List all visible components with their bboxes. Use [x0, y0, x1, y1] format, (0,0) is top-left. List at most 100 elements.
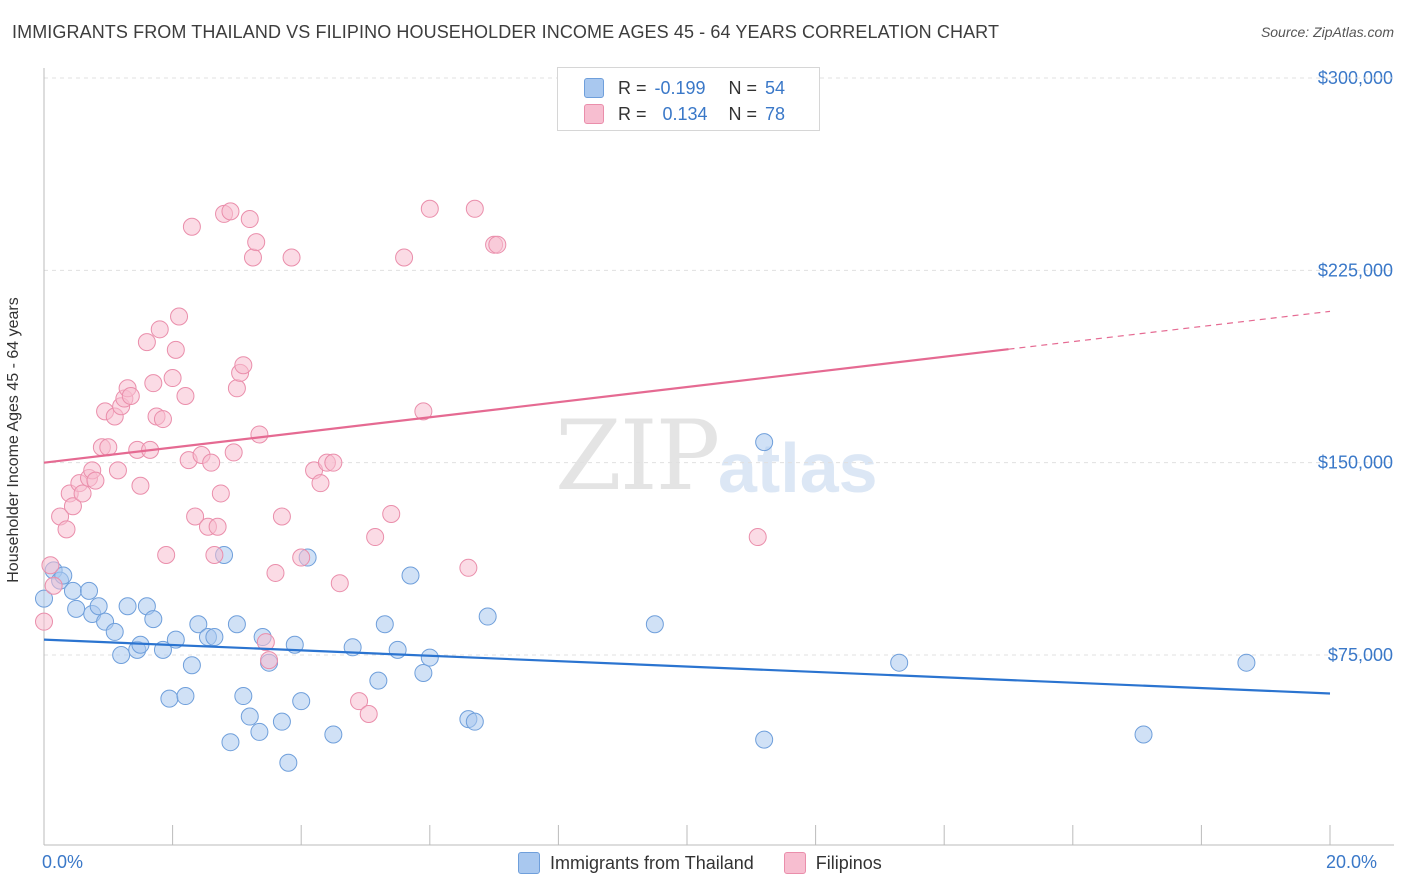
r-value: 0.134 — [662, 103, 708, 124]
thailand-point — [89, 597, 108, 616]
filipino-point — [121, 386, 140, 405]
filipino-point — [131, 476, 150, 495]
y-tick-label: $300,000 — [1318, 68, 1393, 88]
filipino-point — [157, 545, 176, 564]
filipino-point — [182, 217, 201, 236]
r-value: -0.199 — [654, 77, 706, 98]
stats-row-thailand: R = -0.199 N = 54 — [584, 76, 785, 100]
thailand-point — [1134, 725, 1153, 744]
thailand-point — [112, 646, 131, 664]
thailand-point — [375, 615, 394, 634]
thailand-point — [221, 733, 240, 752]
filipino-point — [459, 558, 478, 577]
filipino-point — [748, 528, 767, 547]
thailand-point — [189, 615, 208, 634]
filipino-point — [205, 545, 224, 564]
filipino-point — [208, 517, 227, 536]
filipino-point — [108, 461, 127, 480]
thailand-point — [890, 653, 909, 672]
filipino-point — [350, 692, 369, 711]
filipino-point — [44, 576, 63, 595]
filipino-point — [420, 199, 439, 218]
thailand-point — [755, 730, 774, 749]
filipino-point — [166, 340, 185, 359]
filipino-point — [163, 369, 182, 388]
thailand-point — [369, 671, 388, 690]
thailand-point — [182, 656, 201, 675]
thailand-point — [645, 615, 664, 634]
source-label: Source: ZipAtlas.com — [1260, 24, 1394, 40]
thailand-point — [240, 707, 259, 726]
filipino-trendline-extension — [1008, 310, 1331, 350]
legend-label: Immigrants from Thailand — [550, 852, 754, 873]
filipino-point — [41, 556, 60, 575]
filipino-point — [260, 651, 279, 670]
legend-item-filipinos[interactable]: Filipinos — [783, 852, 882, 874]
n-value: 78 — [765, 103, 786, 124]
r-label: R = — [618, 77, 647, 98]
y-axis-label: Householder Income Ages 45 - 64 years — [5, 297, 22, 583]
filipino-trendline — [43, 348, 1009, 464]
filipino-point — [359, 704, 378, 723]
filipino-point — [186, 507, 205, 526]
y-tick-label: $150,000 — [1318, 453, 1393, 473]
filipino-point — [144, 374, 163, 393]
filipino-point — [240, 210, 259, 229]
filipino-point — [330, 574, 349, 593]
filipino-point — [150, 320, 169, 339]
stats-row-filipinos: R = 0.134 N = 78 — [584, 102, 785, 126]
thailand-point — [105, 622, 124, 641]
filipino-point — [282, 248, 301, 267]
watermark-atlas: atlas — [718, 429, 878, 507]
filipino-point — [35, 612, 53, 631]
filipino-point — [137, 333, 156, 352]
filipino-point — [243, 248, 262, 267]
thailand-point — [144, 610, 163, 629]
thailand-point — [176, 687, 195, 706]
thailand-point — [67, 599, 86, 618]
thailand-point — [465, 712, 484, 731]
y-tick-label: $225,000 — [1318, 260, 1393, 280]
filipino-point — [153, 410, 172, 429]
n-value: 54 — [765, 77, 786, 98]
thailand-point — [388, 640, 407, 659]
thailand-point — [279, 753, 298, 772]
legend-label: Filipinos — [815, 852, 882, 873]
thailand-point — [478, 607, 497, 626]
filipino-point — [256, 633, 275, 652]
x-max-label: 20.0% — [1326, 852, 1378, 872]
filipino-point — [227, 379, 246, 398]
thailand-point — [324, 725, 343, 744]
filipino-point — [86, 471, 105, 490]
filipino-point — [395, 248, 414, 267]
y-tick-label: $75,000 — [1328, 645, 1393, 665]
filipino-point — [488, 235, 507, 254]
filipino-point — [247, 233, 266, 252]
filipino-point — [202, 453, 221, 472]
thailand-point — [292, 692, 311, 711]
filipino-point — [266, 563, 285, 582]
filipino-point — [311, 474, 330, 493]
filipinos-swatch — [584, 104, 604, 124]
filipino-point — [234, 356, 253, 375]
chart-title: IMMIGRANTS FROM THAILAND VS FILIPINO HOU… — [12, 22, 1000, 42]
thailand-point — [118, 597, 137, 616]
n-label: N = — [728, 103, 758, 124]
thailand-point — [272, 712, 291, 731]
thailand-point — [160, 689, 179, 708]
filipino-point — [224, 443, 243, 462]
filipino-point — [176, 386, 195, 405]
filipino-point — [63, 497, 82, 516]
thailand-swatch — [584, 78, 604, 98]
legend-item-thailand[interactable]: Immigrants from Thailand — [518, 852, 754, 874]
filipino-point — [414, 402, 433, 421]
thailand-point — [1237, 653, 1256, 672]
thailand-point — [80, 581, 99, 600]
filipino-point — [324, 453, 343, 472]
filipino-point — [382, 504, 401, 523]
series-legend: Immigrants from Thailand Filipinos — [518, 852, 912, 874]
filipino-point — [272, 507, 291, 526]
filipino-point — [221, 202, 240, 221]
thailand-point — [420, 648, 439, 667]
